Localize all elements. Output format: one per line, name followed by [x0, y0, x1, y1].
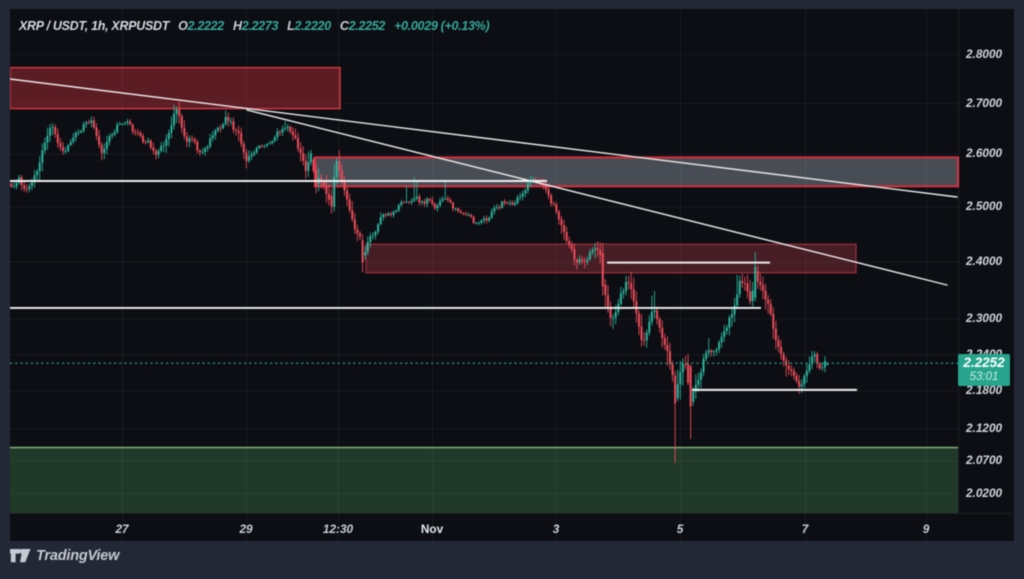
- last-price-tag[interactable]: 2.2252 53:01: [958, 353, 1010, 386]
- demand-zone-low: [10, 447, 958, 513]
- price-tick-label: 2.3000: [966, 311, 1003, 326]
- candlestick-plot[interactable]: [10, 9, 1014, 541]
- price-tick-label: 2.0700: [966, 452, 1003, 467]
- trendline-upper: [10, 78, 958, 198]
- time-tick-label: 7: [801, 522, 809, 536]
- supply-zone-high: [10, 67, 340, 109]
- supply-zone-high-border: [10, 66, 341, 110]
- time-tick-label: Nov: [420, 522, 444, 536]
- tradingview-logo-icon: [10, 549, 31, 563]
- supply-zone-mid-border: [365, 243, 857, 274]
- symbol-title[interactable]: XRP / USDT, 1h, XRPUSDT: [19, 19, 170, 33]
- time-tick-label: 9: [922, 522, 930, 536]
- last-price-value: 2.2252: [963, 354, 1005, 370]
- time-tick-label: 12:30: [322, 522, 354, 536]
- price-tick-label: 2.4000: [966, 253, 1003, 268]
- symbol-legend[interactable]: XRP / USDT, 1h, XRPUSDT O 2.2222 H 2.2273 L 2.…: [19, 17, 490, 35]
- price-tick-label: 2.1800: [966, 383, 1003, 398]
- ohlc-open-value: 2.2222: [187, 19, 225, 33]
- tradingview-branding[interactable]: TradingView: [10, 548, 119, 564]
- price-tick-label: 2.5000: [966, 199, 1003, 214]
- ohlc-low-value: 2.2220: [294, 19, 331, 33]
- price-tick-label: 2.1200: [966, 420, 1003, 435]
- change-value: +0.0029 (+0.13%): [394, 19, 490, 33]
- time-tick-label: 3: [552, 522, 560, 536]
- trendline-lower: [246, 109, 948, 286]
- price-tick-label: 2.7000: [966, 95, 1003, 110]
- supply-zone-gray: [315, 157, 958, 187]
- ohlc-open-label: O: [178, 19, 188, 33]
- ohlc-close-value: 2.2252: [348, 19, 386, 33]
- ohlc-high-label: H: [232, 19, 242, 33]
- time-tick-label: 29: [239, 522, 253, 536]
- ohlc-close-label: C: [339, 19, 349, 33]
- bottom-toolbar: TradingView: [0, 541, 1024, 579]
- ohlc-low-label: L: [287, 19, 295, 33]
- chart-panel: XRP / USDT, 1h, XRPUSDT O 2.2222 H 2.2273 L 2.…: [10, 9, 1014, 541]
- supply-zone-mid: [366, 244, 856, 273]
- bar-countdown: 53:01: [969, 370, 999, 383]
- price-tick-label: 2.8000: [966, 46, 1003, 61]
- price-tick-label: 2.0200: [966, 485, 1003, 500]
- price-tick-label: 2.6000: [966, 146, 1003, 161]
- down-candle-wicks: [10, 101, 821, 464]
- time-tick-label: 27: [115, 522, 129, 536]
- time-tick-label: 5: [676, 522, 684, 536]
- ohlc-high-value: 2.2273: [241, 19, 279, 33]
- tradingview-logo-text: TradingView: [36, 548, 120, 564]
